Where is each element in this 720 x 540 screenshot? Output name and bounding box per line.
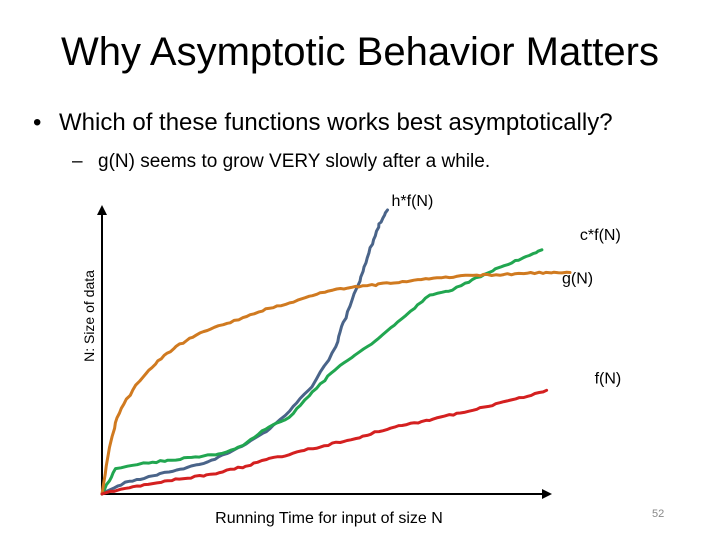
bullet-text: Which of these functions works best asym… [59, 109, 613, 136]
series-label-c-f-n: c*f(N) [580, 227, 621, 244]
series-line-h-f-n [100, 208, 389, 496]
y-axis-label: N: Size of data [81, 270, 97, 362]
series-line-g-n [100, 270, 572, 496]
sub-bullet-point: – g(N) seems to grow VERY slowly after a … [72, 150, 490, 174]
series-line-c-f-n [100, 248, 544, 496]
series-label-h-f-n: h*f(N) [392, 193, 434, 210]
bullet-point: • Which of these functions works best asy… [33, 108, 613, 138]
series-label-g-n: g(N) [562, 271, 593, 288]
dash-icon: – [72, 151, 83, 172]
label-layer: h*f(N) c*f(N) g(N) f(N) [392, 193, 622, 387]
series-line-f-n [100, 388, 549, 496]
sub-bullet-text: g(N) seems to grow VERY slowly after a w… [98, 151, 491, 172]
series-label-f-n: f(N) [595, 370, 622, 387]
x-axis-label: Running Time for input of size N [215, 510, 443, 527]
series-layer [100, 208, 572, 496]
slide-title: Why Asymptotic Behavior Matters [61, 30, 659, 74]
page-number: 52 [652, 508, 665, 520]
bullet-dot-icon: • [33, 109, 42, 136]
